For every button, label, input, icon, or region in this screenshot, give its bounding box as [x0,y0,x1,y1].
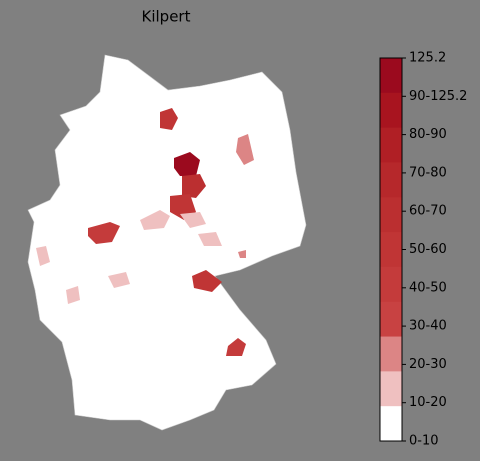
colorbar-label: 0-10 [409,434,439,449]
colorbar-label: 60-70 [409,204,447,219]
district [238,250,246,258]
district [180,212,206,228]
colorbar-label: 125.2 [409,51,446,66]
district [140,210,170,230]
colorbar-label: 90-125.2 [409,89,467,104]
colorbar-segment [380,127,402,163]
district [236,134,254,165]
district [108,272,130,288]
colorbar-label: 40-50 [409,280,447,295]
colorbar-segment [380,197,402,233]
colorbar-segment [380,336,402,372]
colorbar-segment [380,371,402,407]
district [198,232,222,246]
colorbar-segment [380,406,402,442]
map-title: Kilpert [142,8,191,26]
colorbar-label: 80-90 [409,127,447,142]
district [226,338,246,356]
colorbar-segment [380,266,402,303]
colorbar-label: 10-20 [409,395,447,410]
colorbar: 125.2 90-125.2 80-90 70-80 60-70 50-60 40-50 30… [379,51,467,449]
germany-map [27,54,307,431]
district [88,222,120,244]
colorbar-label: 30-40 [409,319,447,334]
colorbar-segment [380,232,402,268]
colorbar-segment [380,301,402,338]
colorbar-label: 70-80 [409,165,447,180]
district [66,286,80,304]
district [160,108,178,130]
colorbar-segment [380,92,402,129]
colorbar-label: 50-60 [409,242,447,257]
district [192,270,222,292]
district [174,152,200,176]
colorbar-segment [380,58,402,94]
district [36,246,50,266]
colorbar-segment [380,162,402,198]
colorbar-label: 20-30 [409,357,447,372]
district [182,174,206,198]
